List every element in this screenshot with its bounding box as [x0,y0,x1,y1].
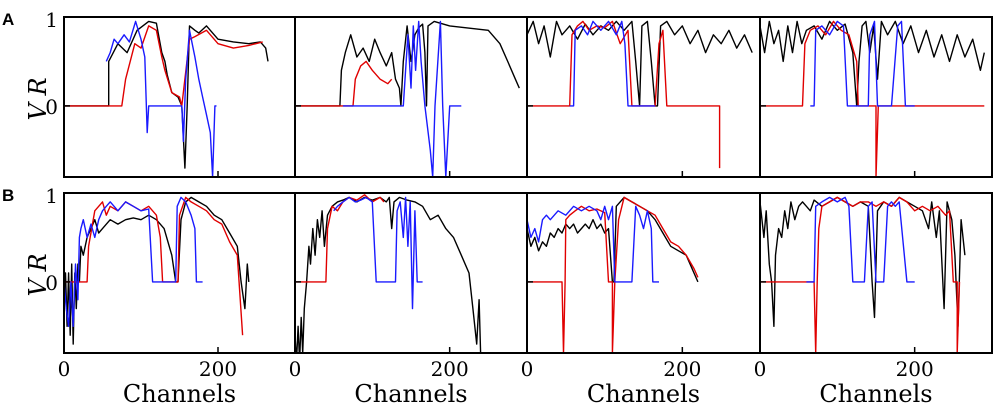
x-tick-label-200-panel2: 200 [431,357,469,381]
series-line-B-panel3-1 [527,196,699,283]
x-tick-label-0-panel1: 0 [58,357,71,381]
y-tick-label-0-B: 0 [45,271,58,295]
series-line-A-panel1-2 [64,25,263,107]
series-line-B-panel3-3 [527,205,659,283]
y-tick-label-1-A: 1 [45,8,58,32]
series-line-A-panel2-2 [295,60,393,107]
y-axis-label-B: V R [24,253,52,296]
series-line-A-panel4-3 [810,20,915,107]
panel-letter-B: B [2,186,14,205]
x-tick-label-0-panel4: 0 [754,357,767,381]
x-tick-label-0-panel2: 0 [289,357,302,381]
x-axis-label-panel3: Channels [587,380,700,408]
series-line-B-panel1-3 [64,196,203,327]
series-line-B-panel4-2 [760,196,961,353]
series-line-A-panel2-3 [342,20,462,177]
y-tick-label-0-A: 0 [45,95,58,119]
y-tick-label-1-B: 1 [45,184,58,208]
x-axis-label-panel1: Channels [123,380,236,408]
series-line-B-panel1-2 [64,196,244,336]
series-line-B-panel1-1 [64,196,250,345]
series-line-B-panel2-3 [333,196,423,310]
panel-letter-A: A [2,10,14,29]
panel-frame-A-2 [294,16,528,178]
series-line-A-panel1-3 [105,20,217,177]
x-tick-label-200-panel1: 200 [199,357,237,381]
series-line-B-panel4-1 [760,196,966,327]
series-line-A-panel2-1 [295,20,520,107]
x-axis-label-panel4: Channels [819,380,932,408]
series-line-A-panel3-1 [527,20,753,107]
panel-frame-A-3 [526,16,761,178]
x-axis-label-panel2: Channels [354,380,467,408]
panel-frame-B-4 [759,192,993,354]
series-line-B-panel2-2 [295,194,385,283]
series-line-B-panel2-1 [295,196,482,353]
x-tick-label-200-panel4: 200 [896,357,934,381]
series-line-B-panel4-3 [806,196,915,283]
panel-frame-B-3 [526,192,761,354]
x-tick-label-200-panel3: 200 [663,357,701,381]
series-line-A-panel3-3 [569,20,656,107]
x-tick-label-0-panel3: 0 [521,357,534,381]
series-line-A-panel4-1 [760,20,985,107]
series-line-A-panel1-1 [64,20,269,169]
series-line-B-panel3-2 [527,196,699,353]
panel-frame-A-4 [759,16,993,178]
y-axis-label-A: V R [24,77,52,120]
